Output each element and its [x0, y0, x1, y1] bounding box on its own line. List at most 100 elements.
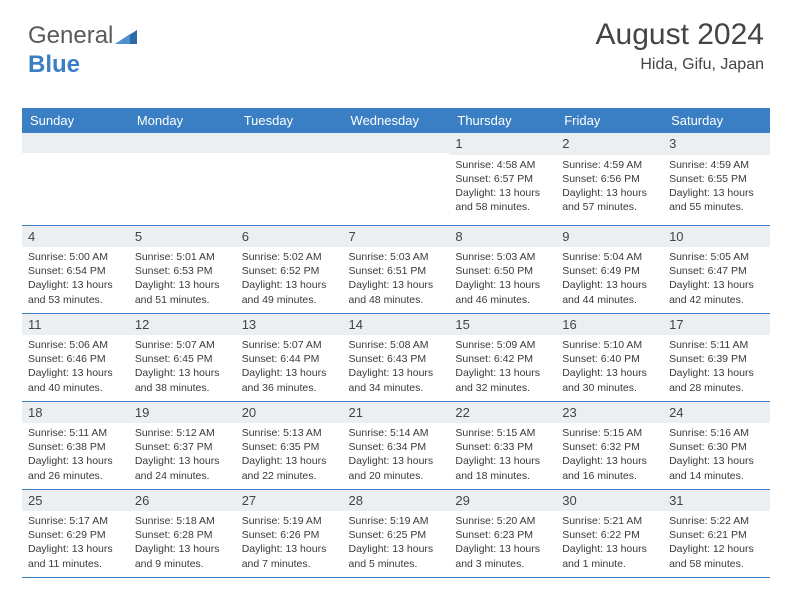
day-info: Sunrise: 5:06 AMSunset: 6:46 PMDaylight:… [22, 335, 129, 399]
day-info: Sunrise: 5:07 AMSunset: 6:44 PMDaylight:… [236, 335, 343, 399]
day-header: Wednesday [343, 108, 450, 133]
day-number: 7 [343, 226, 450, 248]
day-number: 18 [22, 402, 129, 424]
day-info: Sunrise: 5:08 AMSunset: 6:43 PMDaylight:… [343, 335, 450, 399]
day-number: 3 [663, 133, 770, 155]
day-info: Sunrise: 4:59 AMSunset: 6:55 PMDaylight:… [663, 155, 770, 219]
calendar-day-cell: 22Sunrise: 5:15 AMSunset: 6:33 PMDayligh… [449, 401, 556, 489]
day-number: 11 [22, 314, 129, 336]
day-number-empty [236, 133, 343, 153]
day-header: Tuesday [236, 108, 343, 133]
day-number: 30 [556, 490, 663, 512]
day-info: Sunrise: 4:59 AMSunset: 6:56 PMDaylight:… [556, 155, 663, 219]
day-info: Sunrise: 5:10 AMSunset: 6:40 PMDaylight:… [556, 335, 663, 399]
day-info: Sunrise: 5:11 AMSunset: 6:38 PMDaylight:… [22, 423, 129, 487]
day-info: Sunrise: 5:04 AMSunset: 6:49 PMDaylight:… [556, 247, 663, 311]
calendar-day-cell: 1Sunrise: 4:58 AMSunset: 6:57 PMDaylight… [449, 133, 556, 225]
calendar-day-cell: 25Sunrise: 5:17 AMSunset: 6:29 PMDayligh… [22, 489, 129, 577]
day-number: 2 [556, 133, 663, 155]
day-info: Sunrise: 5:00 AMSunset: 6:54 PMDaylight:… [22, 247, 129, 311]
day-info: Sunrise: 5:19 AMSunset: 6:25 PMDaylight:… [343, 511, 450, 575]
calendar-day-cell: 30Sunrise: 5:21 AMSunset: 6:22 PMDayligh… [556, 489, 663, 577]
day-header: Monday [129, 108, 236, 133]
day-header: Thursday [449, 108, 556, 133]
day-number: 25 [22, 490, 129, 512]
calendar-week-row: 25Sunrise: 5:17 AMSunset: 6:29 PMDayligh… [22, 489, 770, 577]
day-info: Sunrise: 5:15 AMSunset: 6:32 PMDaylight:… [556, 423, 663, 487]
calendar-day-cell: 27Sunrise: 5:19 AMSunset: 6:26 PMDayligh… [236, 489, 343, 577]
day-header: Saturday [663, 108, 770, 133]
day-info: Sunrise: 5:09 AMSunset: 6:42 PMDaylight:… [449, 335, 556, 399]
calendar-day-cell: 23Sunrise: 5:15 AMSunset: 6:32 PMDayligh… [556, 401, 663, 489]
day-header-row: Sunday Monday Tuesday Wednesday Thursday… [22, 108, 770, 133]
day-number: 31 [663, 490, 770, 512]
day-info: Sunrise: 4:58 AMSunset: 6:57 PMDaylight:… [449, 155, 556, 219]
day-info: Sunrise: 5:12 AMSunset: 6:37 PMDaylight:… [129, 423, 236, 487]
calendar-day-cell: 15Sunrise: 5:09 AMSunset: 6:42 PMDayligh… [449, 313, 556, 401]
day-number: 8 [449, 226, 556, 248]
calendar-day-cell: 19Sunrise: 5:12 AMSunset: 6:37 PMDayligh… [129, 401, 236, 489]
calendar-day-cell: 16Sunrise: 5:10 AMSunset: 6:40 PMDayligh… [556, 313, 663, 401]
day-number: 10 [663, 226, 770, 248]
calendar-day-cell [129, 133, 236, 225]
day-number: 21 [343, 402, 450, 424]
calendar-container: Sunday Monday Tuesday Wednesday Thursday… [22, 108, 770, 578]
day-info: Sunrise: 5:19 AMSunset: 6:26 PMDaylight:… [236, 511, 343, 575]
day-info: Sunrise: 5:07 AMSunset: 6:45 PMDaylight:… [129, 335, 236, 399]
day-number: 22 [449, 402, 556, 424]
day-info: Sunrise: 5:16 AMSunset: 6:30 PMDaylight:… [663, 423, 770, 487]
calendar-day-cell: 2Sunrise: 4:59 AMSunset: 6:56 PMDaylight… [556, 133, 663, 225]
day-number: 16 [556, 314, 663, 336]
page-title: August 2024 [596, 18, 764, 52]
day-info: Sunrise: 5:11 AMSunset: 6:39 PMDaylight:… [663, 335, 770, 399]
calendar-day-cell: 12Sunrise: 5:07 AMSunset: 6:45 PMDayligh… [129, 313, 236, 401]
calendar-day-cell: 17Sunrise: 5:11 AMSunset: 6:39 PMDayligh… [663, 313, 770, 401]
calendar-week-row: 4Sunrise: 5:00 AMSunset: 6:54 PMDaylight… [22, 225, 770, 313]
day-info: Sunrise: 5:22 AMSunset: 6:21 PMDaylight:… [663, 511, 770, 575]
calendar-day-cell: 3Sunrise: 4:59 AMSunset: 6:55 PMDaylight… [663, 133, 770, 225]
day-number: 15 [449, 314, 556, 336]
page-header: August 2024 Hida, Gifu, Japan [596, 18, 764, 74]
day-info: Sunrise: 5:02 AMSunset: 6:52 PMDaylight:… [236, 247, 343, 311]
calendar-day-cell: 6Sunrise: 5:02 AMSunset: 6:52 PMDaylight… [236, 225, 343, 313]
calendar-day-cell: 9Sunrise: 5:04 AMSunset: 6:49 PMDaylight… [556, 225, 663, 313]
calendar-day-cell: 13Sunrise: 5:07 AMSunset: 6:44 PMDayligh… [236, 313, 343, 401]
calendar-week-row: 11Sunrise: 5:06 AMSunset: 6:46 PMDayligh… [22, 313, 770, 401]
day-number: 29 [449, 490, 556, 512]
day-info: Sunrise: 5:18 AMSunset: 6:28 PMDaylight:… [129, 511, 236, 575]
day-number-empty [343, 133, 450, 153]
day-number: 4 [22, 226, 129, 248]
day-number: 17 [663, 314, 770, 336]
day-info: Sunrise: 5:14 AMSunset: 6:34 PMDaylight:… [343, 423, 450, 487]
day-header: Sunday [22, 108, 129, 133]
day-header: Friday [556, 108, 663, 133]
calendar-day-cell: 5Sunrise: 5:01 AMSunset: 6:53 PMDaylight… [129, 225, 236, 313]
calendar-day-cell: 26Sunrise: 5:18 AMSunset: 6:28 PMDayligh… [129, 489, 236, 577]
day-info: Sunrise: 5:01 AMSunset: 6:53 PMDaylight:… [129, 247, 236, 311]
day-info: Sunrise: 5:13 AMSunset: 6:35 PMDaylight:… [236, 423, 343, 487]
day-info: Sunrise: 5:21 AMSunset: 6:22 PMDaylight:… [556, 511, 663, 575]
calendar-table: Sunday Monday Tuesday Wednesday Thursday… [22, 108, 770, 578]
day-number-empty [22, 133, 129, 153]
day-info: Sunrise: 5:05 AMSunset: 6:47 PMDaylight:… [663, 247, 770, 311]
day-info: Sunrise: 5:03 AMSunset: 6:50 PMDaylight:… [449, 247, 556, 311]
calendar-day-cell: 8Sunrise: 5:03 AMSunset: 6:50 PMDaylight… [449, 225, 556, 313]
day-number: 28 [343, 490, 450, 512]
day-number: 14 [343, 314, 450, 336]
day-number: 1 [449, 133, 556, 155]
logo-text-part1: General [28, 22, 113, 49]
calendar-day-cell: 11Sunrise: 5:06 AMSunset: 6:46 PMDayligh… [22, 313, 129, 401]
day-info: Sunrise: 5:03 AMSunset: 6:51 PMDaylight:… [343, 247, 450, 311]
calendar-day-cell [236, 133, 343, 225]
calendar-day-cell: 21Sunrise: 5:14 AMSunset: 6:34 PMDayligh… [343, 401, 450, 489]
calendar-week-row: 18Sunrise: 5:11 AMSunset: 6:38 PMDayligh… [22, 401, 770, 489]
day-number-empty [129, 133, 236, 153]
calendar-day-cell: 4Sunrise: 5:00 AMSunset: 6:54 PMDaylight… [22, 225, 129, 313]
day-number: 12 [129, 314, 236, 336]
day-number: 24 [663, 402, 770, 424]
calendar-day-cell: 18Sunrise: 5:11 AMSunset: 6:38 PMDayligh… [22, 401, 129, 489]
calendar-day-cell: 20Sunrise: 5:13 AMSunset: 6:35 PMDayligh… [236, 401, 343, 489]
calendar-day-cell: 28Sunrise: 5:19 AMSunset: 6:25 PMDayligh… [343, 489, 450, 577]
logo-text-part2: Blue [28, 51, 80, 78]
day-info: Sunrise: 5:20 AMSunset: 6:23 PMDaylight:… [449, 511, 556, 575]
